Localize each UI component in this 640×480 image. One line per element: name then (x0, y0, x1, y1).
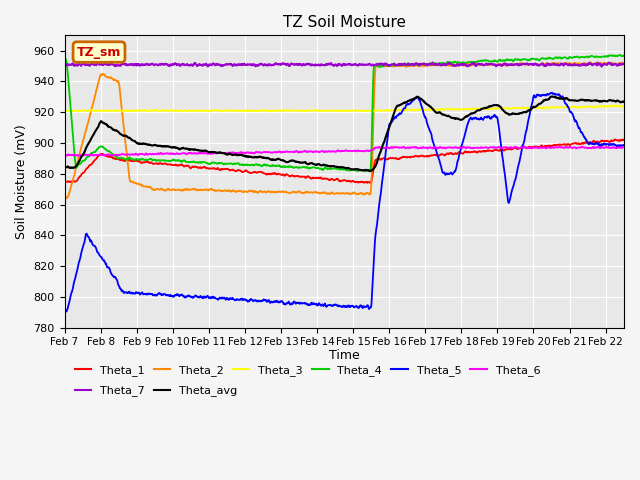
Theta_4 (127, 156, 134, 161)
Theta_5 (298, 300, 305, 306)
Theta_4 (298, 165, 305, 170)
Theta_5 (61, 309, 68, 315)
Line: Theta_7: Theta_7 (65, 62, 623, 67)
Line: Theta_avg: Theta_avg (65, 96, 623, 171)
Theta_1 (380, 156, 387, 161)
Y-axis label: Soil Moisture (mV): Soil Moisture (mV) (15, 124, 28, 239)
Theta_3 (320, 108, 328, 114)
Theta_7 (429, 60, 436, 65)
Theta_avg (61, 166, 68, 171)
Theta_avg (319, 162, 327, 168)
Theta_3 (127, 108, 134, 114)
Theta_4 (310, 164, 317, 170)
Theta_2 (127, 179, 135, 184)
Theta_2 (320, 190, 328, 195)
Theta_3 (266, 108, 274, 114)
Theta_2 (298, 190, 306, 196)
Theta_4 (380, 63, 387, 69)
Theta_avg (620, 98, 627, 104)
Theta_5 (104, 264, 111, 270)
Theta_6 (74, 153, 82, 159)
Theta_5 (319, 303, 327, 309)
Theta_6 (61, 152, 68, 158)
Legend: Theta_7, Theta_avg: Theta_7, Theta_avg (70, 381, 242, 401)
Theta_2 (620, 61, 627, 67)
Theta_3 (610, 102, 618, 108)
Theta_5 (548, 90, 556, 96)
Theta_avg (367, 168, 374, 174)
Theta_avg (310, 161, 317, 167)
Theta_4 (366, 168, 374, 174)
Theta_3 (620, 104, 627, 109)
Theta_6 (460, 144, 467, 149)
Theta_6 (127, 152, 135, 157)
Theta_7 (598, 64, 605, 70)
Theta_5 (620, 142, 627, 148)
Theta_7 (298, 62, 305, 68)
Theta_1 (367, 180, 374, 186)
Theta_2 (380, 63, 387, 69)
Theta_6 (310, 148, 317, 154)
Line: Theta_1: Theta_1 (65, 139, 623, 183)
Theta_1 (104, 154, 111, 159)
Theta_1 (611, 136, 619, 142)
Theta_7 (620, 61, 627, 67)
Theta_7 (104, 62, 111, 68)
Theta_1 (298, 174, 305, 180)
Line: Theta_5: Theta_5 (65, 93, 623, 312)
Theta_3 (310, 108, 317, 114)
Theta_4 (319, 166, 327, 172)
Theta_3 (61, 107, 68, 113)
Line: Theta_2: Theta_2 (65, 62, 623, 198)
Theta_4 (616, 52, 624, 58)
Theta_6 (380, 145, 387, 151)
Theta_1 (319, 176, 327, 181)
Theta_5 (310, 301, 317, 307)
Theta_4 (104, 148, 111, 154)
Theta_7 (61, 61, 68, 67)
Theta_6 (320, 149, 328, 155)
Theta_4 (61, 56, 68, 61)
Theta_2 (104, 74, 112, 80)
Theta_6 (298, 149, 306, 155)
Theta_1 (127, 158, 134, 164)
Theta_7 (379, 61, 387, 67)
Theta_avg (380, 142, 387, 147)
Theta_2 (310, 190, 317, 195)
Theta_1 (61, 179, 68, 184)
Line: Theta_6: Theta_6 (65, 146, 623, 156)
Title: TZ Soil Moisture: TZ Soil Moisture (283, 15, 406, 30)
Theta_1 (310, 175, 317, 180)
Theta_5 (379, 176, 387, 181)
Theta_2 (63, 195, 71, 201)
Theta_2 (587, 60, 595, 65)
Theta_6 (620, 144, 627, 150)
Theta_5 (127, 290, 134, 296)
Theta_1 (620, 137, 627, 143)
Theta_6 (104, 152, 112, 157)
Line: Theta_4: Theta_4 (65, 55, 623, 171)
Theta_7 (319, 62, 327, 68)
Theta_avg (127, 136, 134, 142)
Theta_7 (310, 62, 317, 68)
Theta_2 (61, 195, 68, 201)
X-axis label: Time: Time (329, 348, 360, 361)
Theta_4 (620, 53, 627, 59)
Theta_3 (380, 108, 387, 113)
Line: Theta_3: Theta_3 (65, 105, 623, 111)
Theta_3 (298, 108, 306, 113)
Theta_7 (127, 61, 134, 67)
Theta_avg (104, 123, 111, 129)
Theta_avg (548, 94, 556, 99)
Text: TZ_sm: TZ_sm (77, 46, 121, 59)
Theta_avg (298, 160, 305, 166)
Theta_3 (104, 108, 111, 113)
